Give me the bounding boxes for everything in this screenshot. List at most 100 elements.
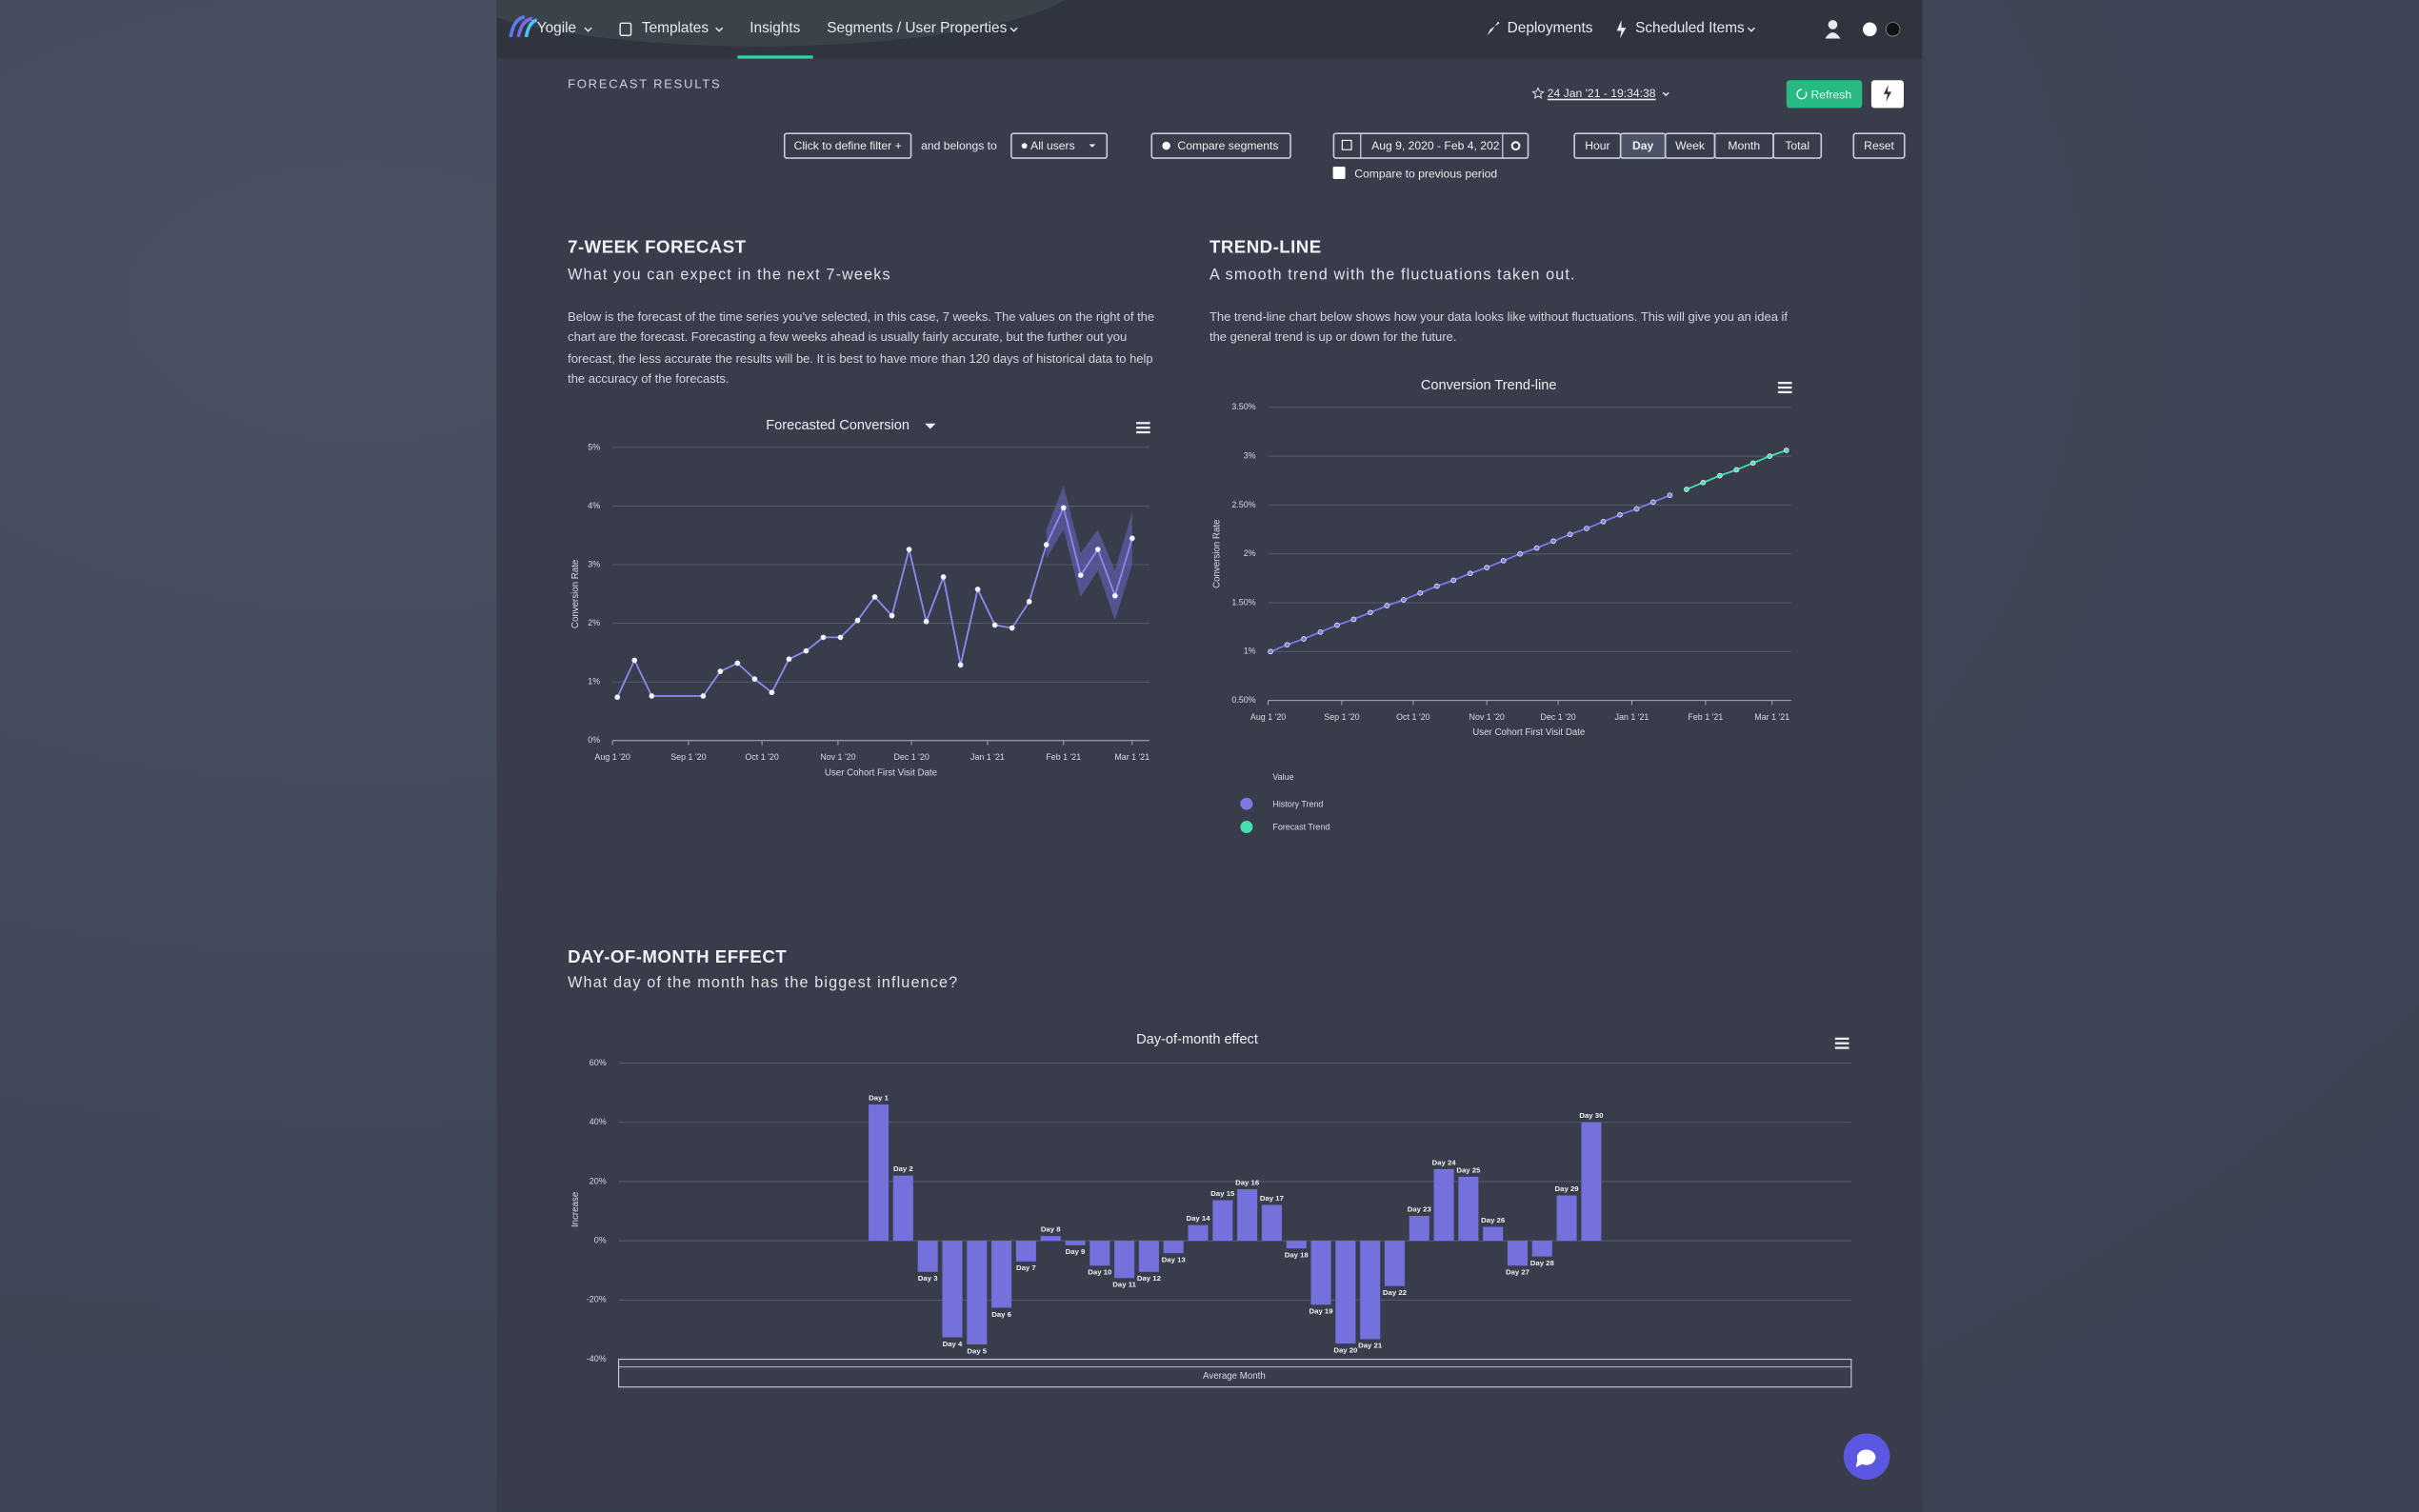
define-filter-button[interactable]: Click to define filter + xyxy=(783,132,912,159)
point xyxy=(1350,616,1357,623)
point xyxy=(1700,479,1707,486)
bar xyxy=(1090,1241,1110,1266)
select-label: All users xyxy=(1030,138,1075,153)
button-label: Week xyxy=(1675,138,1706,153)
bar xyxy=(1483,1226,1504,1242)
chart-menu-line xyxy=(1136,422,1150,425)
legend-swatch xyxy=(1240,797,1253,810)
chat-icon xyxy=(1855,1449,1876,1468)
x-tick-label: Dec 1 '20 xyxy=(1540,712,1575,722)
calendar-icon xyxy=(1341,139,1352,150)
point xyxy=(1684,487,1689,492)
point xyxy=(1567,531,1573,538)
point xyxy=(786,656,792,663)
point xyxy=(854,617,861,624)
x-tick-label: Nov 1 '20 xyxy=(1469,712,1505,722)
dark-theme[interactable] xyxy=(1885,22,1901,37)
rocket-icon xyxy=(1487,21,1500,36)
y-tick-label: 5% xyxy=(588,442,600,451)
bar xyxy=(1237,1188,1258,1242)
point xyxy=(1617,511,1623,518)
y-tick-label: 3.50% xyxy=(1231,402,1255,411)
bar xyxy=(1212,1200,1233,1242)
bar-label: Day 10 xyxy=(1088,1268,1111,1277)
star-icon[interactable] xyxy=(1531,87,1545,99)
point xyxy=(837,634,844,641)
point xyxy=(649,693,655,699)
bar-label: Day 30 xyxy=(1579,1111,1603,1120)
bar xyxy=(917,1241,938,1272)
y-tick-label: -40% xyxy=(587,1354,607,1363)
nav-item[interactable]: Segments / User Properties xyxy=(827,20,1008,37)
nav-item[interactable]: Deployments xyxy=(1507,20,1593,37)
segment-dot xyxy=(1021,143,1028,149)
y-tick-label: -20% xyxy=(587,1295,607,1304)
y-tick-label: 3% xyxy=(1244,450,1256,460)
light-theme[interactable] xyxy=(1863,22,1877,37)
y-tick-label: 2% xyxy=(588,618,600,627)
chart-menu-line xyxy=(1834,1042,1849,1044)
section-subtitle: What day of the month has the biggest in… xyxy=(568,975,959,992)
section-title: TREND-LINE xyxy=(1210,239,1322,258)
reset-button[interactable]: Reset xyxy=(1852,132,1906,159)
point xyxy=(734,660,741,666)
segment-select[interactable]: All users xyxy=(1010,132,1109,159)
bolt-icon xyxy=(1883,85,1891,102)
point xyxy=(1533,545,1540,551)
chart-menu-line xyxy=(1136,427,1150,429)
point xyxy=(923,618,930,625)
bar xyxy=(1433,1168,1454,1242)
chart-title: Day-of-month effect xyxy=(1136,1032,1258,1047)
point xyxy=(717,668,724,674)
point xyxy=(1600,519,1607,525)
select-caret xyxy=(1089,144,1096,148)
bar-label: Day 17 xyxy=(1260,1194,1284,1203)
granularity-button-active[interactable]: Day xyxy=(1619,132,1667,159)
bar-label: Day 16 xyxy=(1235,1179,1260,1187)
bar-label: Day 2 xyxy=(893,1164,913,1173)
point xyxy=(1111,592,1118,599)
nav-item[interactable]: Insights xyxy=(750,20,801,37)
brand[interactable]: Yogile xyxy=(536,20,577,37)
templates-icon xyxy=(619,22,632,36)
compare-segments-button[interactable]: Compare segments xyxy=(1150,132,1291,159)
x-tick-label: Mar 1 '21 xyxy=(1754,712,1789,722)
bar-label: Day 8 xyxy=(1041,1225,1061,1234)
bar xyxy=(1335,1241,1356,1344)
bar xyxy=(1507,1241,1529,1266)
y-tick-label: 0% xyxy=(594,1235,607,1244)
section-subtitle: What you can expect in the next 7-weeks xyxy=(568,267,891,285)
bar xyxy=(1138,1241,1159,1272)
timestamp[interactable]: 24 Jan '21 - 19:34:38 xyxy=(1547,86,1656,101)
bar-label: Day 23 xyxy=(1408,1205,1432,1214)
bar xyxy=(1409,1215,1429,1242)
nav-bar xyxy=(496,0,1923,59)
nav-item[interactable]: Scheduled Items xyxy=(1635,20,1745,37)
point xyxy=(1268,648,1273,655)
bar-label: Day 26 xyxy=(1481,1216,1506,1224)
checkbox[interactable] xyxy=(1332,167,1346,179)
nav-item[interactable]: Templates xyxy=(641,20,710,37)
y-axis-label: Increase xyxy=(570,1192,581,1227)
chart-menu-line xyxy=(1834,1046,1849,1049)
bar-label: Day 6 xyxy=(991,1310,1011,1319)
point xyxy=(1060,505,1067,511)
point xyxy=(1500,558,1507,564)
legend-swatch xyxy=(1240,821,1253,834)
refresh-button[interactable]: Refresh xyxy=(1786,80,1863,109)
y-tick-label: 2.50% xyxy=(1231,500,1255,509)
point xyxy=(1417,589,1424,596)
bolt-icon xyxy=(1616,20,1627,39)
y-tick-label: 1.50% xyxy=(1231,597,1255,607)
point xyxy=(1749,460,1756,467)
point xyxy=(1301,636,1307,642)
bar-label: Day 25 xyxy=(1456,1165,1481,1174)
date-range[interactable]: Aug 9, 2020 - Feb 4, 202 xyxy=(1332,132,1529,159)
point xyxy=(614,694,621,701)
section-description: The trend-line chart below shows how you… xyxy=(1210,309,1789,345)
forecast-band xyxy=(1046,485,1132,621)
y-axis-label: Conversion Rate xyxy=(1212,520,1223,588)
chart-title: Conversion Trend-line xyxy=(1421,378,1557,393)
granularity-button[interactable]: Total xyxy=(1772,132,1823,159)
